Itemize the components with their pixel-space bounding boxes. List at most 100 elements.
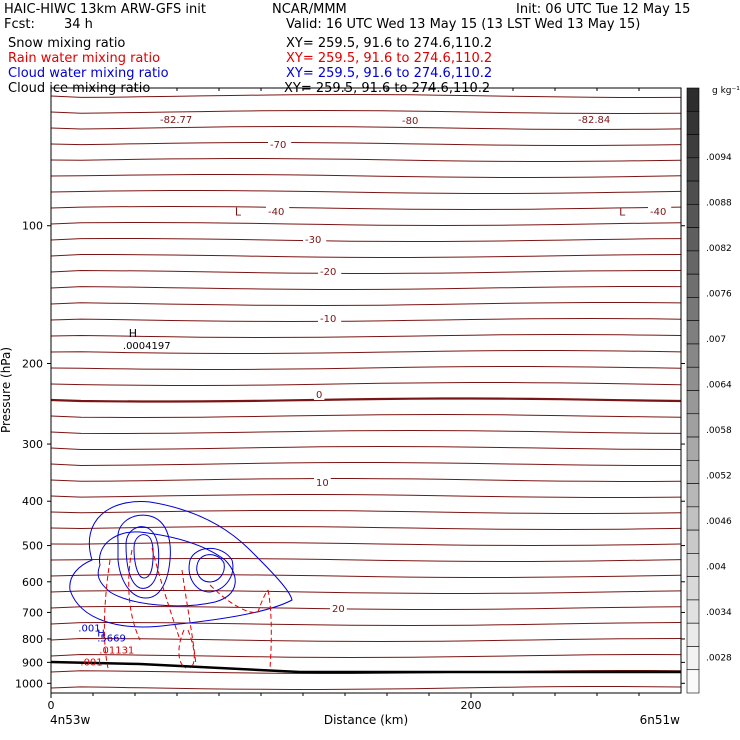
isotherm-line [50, 413, 682, 419]
colorbar-box [686, 180, 700, 205]
isotherm-line [50, 205, 682, 211]
rain-label: .001 [80, 658, 102, 669]
x-left-endpoint: 4n53w [50, 713, 91, 727]
isotherm-label: -82.77 [160, 115, 192, 126]
colorbar-box [686, 669, 700, 694]
isotherm-line [50, 93, 682, 98]
colorbar-label: .0034 [706, 608, 732, 618]
rain-contour [151, 547, 181, 641]
colorbar-box [686, 227, 700, 252]
isotherm-line [50, 382, 682, 386]
colorbar-label: .0028 [706, 654, 732, 664]
extremum-marker: H [129, 327, 137, 340]
field-snow-name: Snow mixing ratio [8, 36, 126, 51]
isotherm-label: -70 [270, 140, 286, 151]
colorbar-box [686, 436, 700, 461]
colorbar-box [686, 553, 700, 577]
contour-labels: -82.77 -82.84 -80 -70 -40 -40 -30 -20 -10 0 10 20 L L… [78, 114, 672, 669]
isotherm-line [50, 606, 682, 610]
temperature-contours [50, 93, 682, 690]
isotherm-label-bg [318, 313, 342, 324]
isotherm-label-bg [400, 115, 424, 126]
colorbar-box [686, 273, 700, 298]
colorbar-label: .0082 [706, 244, 732, 254]
cloud-water-contours [69, 501, 293, 628]
rain-contour [128, 549, 141, 641]
y-tick-label: 800 [22, 633, 43, 646]
cloud-water-contour [196, 554, 225, 583]
isotherm-line [50, 558, 682, 562]
isotherm-line [50, 333, 682, 339]
y-tick-label: 500 [22, 540, 43, 553]
isotherm-line [50, 429, 682, 435]
extremum-marker: L [619, 206, 626, 219]
cloud-water-label: H [97, 628, 105, 639]
colorbar-box [686, 622, 700, 647]
extremum-value: .0004197 [123, 341, 171, 352]
isotherm-line [50, 317, 682, 323]
fcst-label: Fcst: [4, 17, 35, 32]
rain-contour [103, 559, 111, 669]
x-axis-title: Distance (km) [324, 713, 408, 727]
colorbar-label: .007 [706, 335, 726, 345]
rain-contour [267, 589, 272, 669]
isotherm-line [50, 286, 682, 290]
isotherm-label-bg [330, 603, 347, 614]
org-label: NCAR/MMM [272, 2, 347, 17]
colorbar-box [686, 413, 700, 438]
x-tick-label: 0 [48, 699, 55, 712]
x-right-endpoint: 6n51w [640, 713, 681, 727]
colorbar-unit: g kg⁻¹ [712, 86, 740, 96]
isotherm-line [50, 109, 682, 115]
y-tick-label: 600 [22, 576, 43, 589]
isotherm-line [50, 238, 682, 242]
y-tick-label: 1000 [15, 677, 43, 690]
colorbar-box [686, 366, 700, 391]
isotherm-label: -80 [402, 116, 418, 127]
isotherm-line [50, 462, 681, 467]
isotherm-line [50, 686, 682, 690]
isotherm-line [50, 621, 682, 627]
isotherm-line [50, 254, 682, 258]
field-rain-xy: XY= 259.5, 91.6 to 274.6,110.2 [286, 51, 493, 66]
colorbar-box [686, 529, 700, 554]
isotherm-label-bg [158, 114, 201, 125]
fcst-value: 34 h [64, 17, 93, 32]
rain-contour [187, 629, 195, 669]
rain-contour [209, 584, 269, 614]
valid-time: Valid: 16 UTC Wed 13 May 15 (13 LST Wed … [286, 17, 641, 32]
colorbar-box [686, 320, 700, 345]
isotherm-label-bg [303, 234, 327, 245]
cloud-water-contour [97, 531, 236, 607]
colorbar-box [686, 483, 700, 508]
x-tick-label: 200 [461, 699, 482, 712]
isotherm-line [50, 637, 682, 643]
plot-frame [50, 87, 682, 694]
init-time: Init: 06 UTC Tue 12 May 15 [516, 2, 691, 17]
colorbar-box [686, 646, 700, 671]
isotherm-line [50, 478, 682, 482]
colorbar-label: .0076 [706, 290, 732, 300]
isotherm-line [50, 445, 682, 450]
cloud-water-label: .5669 [97, 633, 126, 644]
isotherm-line [50, 269, 681, 274]
y-tick-label: 900 [22, 656, 43, 669]
isotherm-label: -30 [305, 235, 321, 246]
cloud-water-contour [188, 547, 234, 593]
colorbar-box [686, 297, 700, 321]
isotherm-line [50, 397, 682, 403]
terrain-line [50, 660, 681, 674]
isotherm-label: 20 [332, 604, 345, 615]
isotherm-label: -40 [650, 207, 666, 218]
colorbar-box [686, 110, 700, 135]
colorbar-box [686, 576, 700, 601]
field-cloudwater-xy: XY= 259.5, 91.6 to 274.6,110.2 [286, 66, 493, 81]
isotherm-line [50, 125, 682, 131]
cloud-water-contour [125, 526, 160, 589]
y-tick-label: 200 [22, 357, 43, 370]
cloud-water-contour [117, 514, 171, 599]
isotherm-line [50, 494, 682, 498]
isotherm-label: -40 [268, 207, 284, 218]
